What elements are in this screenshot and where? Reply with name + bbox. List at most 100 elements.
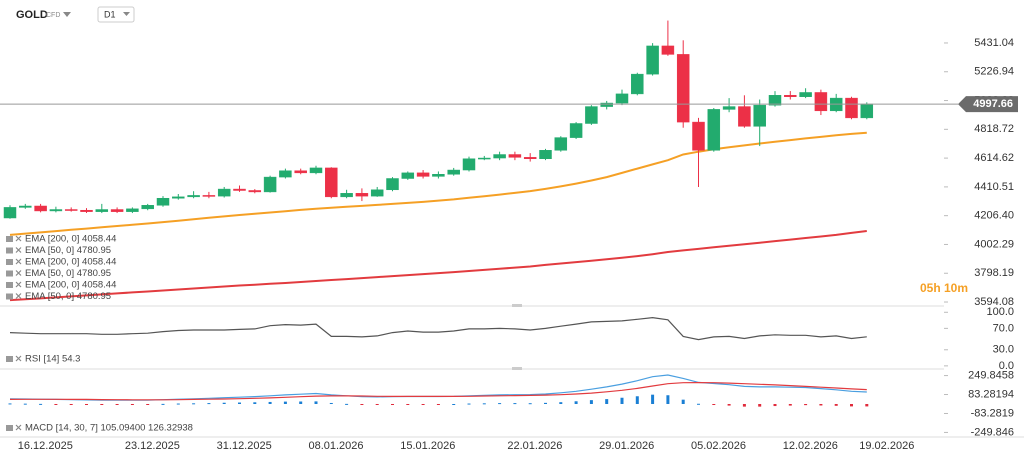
histogram-bar xyxy=(406,404,410,405)
panel-handle[interactable] xyxy=(512,367,522,370)
dropdown-icon[interactable] xyxy=(63,12,71,17)
histogram-bar xyxy=(130,404,134,405)
histogram-bar xyxy=(23,403,27,405)
candle-body xyxy=(646,45,659,75)
y-tick-label: 70.0 xyxy=(993,322,1014,334)
candle-body xyxy=(386,178,399,191)
histogram-bar xyxy=(54,404,58,405)
symbol[interactable]: GOLD xyxy=(16,9,48,21)
candle-body xyxy=(692,121,705,151)
histogram-bar xyxy=(8,403,12,405)
y-tick-label: -83.2819 xyxy=(971,407,1014,419)
candle-body xyxy=(325,167,338,198)
candle-body xyxy=(202,195,216,197)
timeframe[interactable]: D1 xyxy=(104,9,116,19)
histogram-bar xyxy=(207,403,211,405)
x-tick-label: 08.01.2026 xyxy=(308,440,363,452)
legend-close-icon xyxy=(15,247,22,253)
legend-icon xyxy=(6,356,13,362)
y-tick-label: 0.0 xyxy=(999,360,1014,372)
candle-body xyxy=(707,109,721,151)
histogram-bar xyxy=(651,394,655,404)
histogram-bar xyxy=(559,402,563,404)
histogram-bar xyxy=(176,403,180,405)
legend-close-icon xyxy=(15,258,22,265)
candle-body xyxy=(294,170,307,174)
y-tick-label: 30.0 xyxy=(993,344,1014,356)
y-tick-label: 3798.19 xyxy=(974,267,1014,279)
x-tick-label: 15.01.2026 xyxy=(400,440,455,452)
candle-body xyxy=(462,158,476,171)
histogram-bar xyxy=(513,403,517,405)
histogram-bar xyxy=(819,404,823,406)
ema-line xyxy=(9,131,867,236)
candle-body xyxy=(569,123,583,138)
histogram-bar xyxy=(238,402,241,404)
histogram-bar xyxy=(605,399,609,404)
indicator-line xyxy=(9,316,867,341)
histogram-bar xyxy=(712,404,716,405)
histogram-bar xyxy=(467,403,471,405)
histogram-bar xyxy=(544,402,547,404)
dropdown-icon[interactable] xyxy=(123,12,130,16)
y-tick-label: 4410.51 xyxy=(974,181,1014,193)
legend-entry: EMA [200, 0] 4058.44 xyxy=(25,280,116,291)
x-tick-label: 31.12.2025 xyxy=(217,440,272,452)
panel-handle[interactable] xyxy=(512,304,522,307)
histogram-bar xyxy=(635,396,639,404)
legend-close-icon xyxy=(15,355,22,362)
histogram-bar xyxy=(773,404,777,407)
histogram-bar xyxy=(436,404,440,405)
legend-icon xyxy=(6,293,13,300)
histogram-bar xyxy=(452,404,456,405)
countdown: 05h 10m xyxy=(920,281,968,295)
histogram-bar xyxy=(85,404,88,405)
candle-body xyxy=(585,106,598,124)
last-price-label: 4997.66 xyxy=(973,98,1013,110)
y-tick-label: 83.28194 xyxy=(968,388,1014,400)
candle-body xyxy=(156,197,170,206)
histogram-bar xyxy=(283,401,287,404)
histogram-bar xyxy=(834,404,838,406)
candle-body xyxy=(631,73,644,95)
indicator-line xyxy=(9,381,867,401)
x-tick-label: 16.12.2025 xyxy=(18,440,73,452)
histogram-bar xyxy=(299,401,303,404)
candle-body xyxy=(784,95,797,97)
legend-icon xyxy=(6,425,13,431)
candle-body xyxy=(600,102,613,107)
candle-body xyxy=(217,188,231,197)
histogram-bar xyxy=(222,402,226,404)
legend-entry: EMA [50, 0] 4780.95 xyxy=(25,245,111,256)
histogram-bar xyxy=(742,404,746,407)
histogram-bar xyxy=(253,402,257,404)
legend-entry: EMA [50, 0] 4780.95 xyxy=(25,291,111,302)
timeframe-box[interactable] xyxy=(97,6,135,23)
candle-body xyxy=(523,157,537,160)
histogram-bar xyxy=(850,404,853,407)
x-tick-label: 23.12.2025 xyxy=(125,440,180,452)
histogram-bar xyxy=(589,400,593,404)
ema-line xyxy=(9,230,867,302)
x-tick-label: 29.01.2026 xyxy=(599,440,654,452)
candle-body xyxy=(309,167,323,174)
legend-icon xyxy=(6,259,13,265)
y-tick-label: 100.0 xyxy=(986,306,1014,318)
histogram-bar xyxy=(268,401,272,404)
candle-body xyxy=(110,209,124,212)
candle-body xyxy=(370,189,384,197)
histogram-bar xyxy=(727,404,731,406)
x-tick-label: 19.02.2026 xyxy=(859,440,914,452)
candle-body xyxy=(64,209,78,211)
candle-body xyxy=(80,209,93,212)
candle-body xyxy=(263,176,277,193)
candle-body xyxy=(401,172,415,179)
legend-icon xyxy=(6,270,13,277)
legend-close-icon xyxy=(15,293,22,299)
candle-body xyxy=(95,209,109,212)
y-tick-label: 4818.72 xyxy=(974,123,1014,135)
histogram-bar xyxy=(804,404,808,406)
histogram-bar xyxy=(329,402,333,404)
